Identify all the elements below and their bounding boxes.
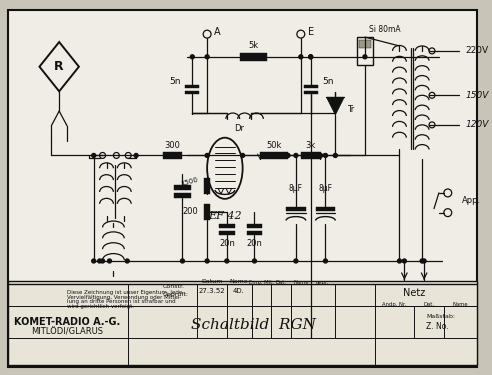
Circle shape <box>402 259 406 263</box>
Bar <box>246 231 262 236</box>
Bar <box>174 193 191 198</box>
Circle shape <box>252 259 256 263</box>
Circle shape <box>324 259 328 263</box>
Bar <box>304 86 317 88</box>
Circle shape <box>422 259 426 263</box>
Circle shape <box>97 259 101 263</box>
Text: Dat.: Dat. <box>424 302 434 307</box>
Text: A: A <box>214 27 220 37</box>
Text: 120V: 120V <box>465 120 489 129</box>
Circle shape <box>299 55 303 59</box>
Text: 5n: 5n <box>169 77 181 86</box>
Circle shape <box>181 259 184 263</box>
Text: gepr.: gepr. <box>316 280 329 285</box>
Bar <box>185 92 199 94</box>
Text: Schaltbild  RGN: Schaltbild RGN <box>191 318 316 332</box>
Text: 4D.: 4D. <box>233 288 245 294</box>
Text: 5k: 5k <box>248 42 258 51</box>
Circle shape <box>100 259 104 263</box>
Text: 3k: 3k <box>306 141 316 150</box>
Bar <box>174 185 191 190</box>
Text: 20n: 20n <box>219 239 235 248</box>
Text: MITLÖDI/GLARUS: MITLÖDI/GLARUS <box>31 327 103 336</box>
Circle shape <box>286 153 290 158</box>
Text: lung an dritte Personen ist strafbar und: lung an dritte Personen ist strafbar und <box>67 300 176 304</box>
Bar <box>301 152 321 159</box>
Text: Maßstab:: Maßstab: <box>426 314 455 319</box>
Bar <box>286 207 306 211</box>
Bar <box>240 53 267 61</box>
Circle shape <box>125 259 129 263</box>
Text: Vervielfältigung, Verwendung oder Mittei-: Vervielfältigung, Verwendung oder Mittei… <box>67 294 182 300</box>
Text: Name: Name <box>453 302 468 307</box>
Circle shape <box>324 153 328 158</box>
Text: Z. No.: Z. No. <box>426 322 449 331</box>
Text: Name: Name <box>293 280 308 285</box>
Bar <box>219 225 235 228</box>
Bar <box>185 86 199 88</box>
Bar <box>357 37 373 65</box>
Text: 27.3.52: 27.3.52 <box>199 288 225 294</box>
Text: 1500: 1500 <box>180 177 198 187</box>
Bar <box>204 204 210 219</box>
Circle shape <box>108 259 112 263</box>
Circle shape <box>334 153 338 158</box>
Text: 200: 200 <box>183 207 198 216</box>
Circle shape <box>92 259 95 263</box>
Circle shape <box>294 153 298 158</box>
Text: Geprüft:: Geprüft: <box>163 292 189 297</box>
Bar <box>246 225 262 228</box>
Text: App.: App. <box>461 196 481 206</box>
Circle shape <box>308 55 312 59</box>
Circle shape <box>398 259 401 263</box>
Circle shape <box>225 259 229 263</box>
Bar <box>304 92 317 94</box>
Bar <box>315 207 336 211</box>
Bar <box>260 152 288 159</box>
Text: 220V: 220V <box>465 46 489 56</box>
Text: Diese Zeichnung ist unser Eigentum. Jede: Diese Zeichnung ist unser Eigentum. Jede <box>67 290 183 295</box>
Circle shape <box>205 153 209 158</box>
Text: wird gerichtlich verfolgt.: wird gerichtlich verfolgt. <box>67 304 134 309</box>
Circle shape <box>205 55 209 59</box>
Circle shape <box>308 55 312 59</box>
Text: Constr.: Constr. <box>163 284 184 289</box>
Circle shape <box>92 153 95 158</box>
Circle shape <box>190 55 194 59</box>
Text: 300: 300 <box>165 141 181 150</box>
Circle shape <box>420 259 424 263</box>
Text: 150V: 150V <box>465 91 489 100</box>
Circle shape <box>205 259 209 263</box>
Text: 8μF: 8μF <box>318 184 333 194</box>
Bar <box>204 178 210 194</box>
Bar <box>8 281 477 364</box>
Text: Dat.: Dat. <box>276 280 287 285</box>
Text: R: R <box>54 60 64 73</box>
Polygon shape <box>327 97 344 115</box>
Circle shape <box>363 55 367 59</box>
Text: 8μF: 8μF <box>289 184 303 194</box>
Text: Dr: Dr <box>234 124 244 134</box>
Text: 50k: 50k <box>267 141 282 150</box>
Text: 5n: 5n <box>323 77 334 86</box>
Text: EF 42: EF 42 <box>208 211 242 220</box>
Text: E: E <box>308 27 314 37</box>
Circle shape <box>294 259 298 263</box>
Text: Datum: Datum <box>201 279 223 284</box>
Text: Si 80mA: Si 80mA <box>369 25 400 34</box>
Circle shape <box>134 153 138 158</box>
Text: KOMET-RADIO A.-G.: KOMET-RADIO A.-G. <box>14 317 120 327</box>
Circle shape <box>319 153 323 158</box>
Text: Name: Name <box>229 279 248 284</box>
Bar <box>163 152 183 159</box>
Bar <box>359 40 371 48</box>
Text: 20n: 20n <box>246 239 262 248</box>
Text: Emp. Mit.: Emp. Mit. <box>249 280 274 285</box>
Text: Netz: Netz <box>403 288 426 297</box>
Text: Tr: Tr <box>347 105 354 114</box>
Circle shape <box>241 153 245 158</box>
Text: Andp. Nr.: Andp. Nr. <box>382 302 407 307</box>
Bar <box>219 231 235 236</box>
